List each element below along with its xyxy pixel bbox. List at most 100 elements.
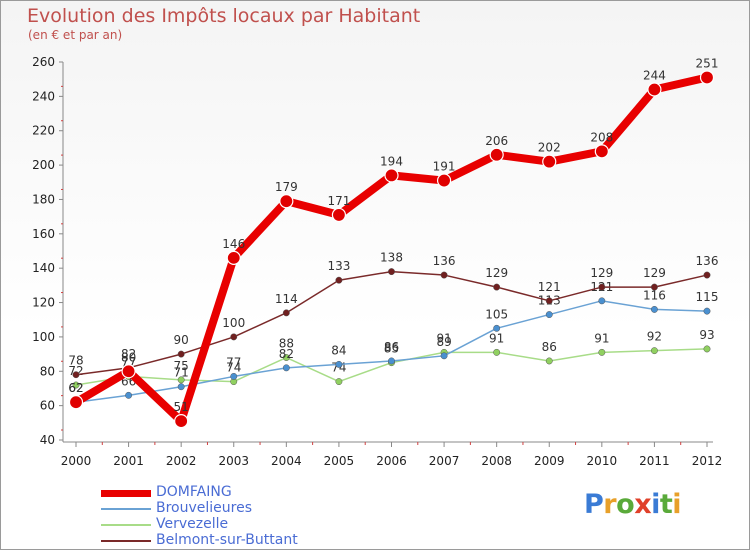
data-point [388,268,395,276]
data-label: 121 [538,280,561,294]
x-tick-label: 2002 [166,454,197,468]
data-label: 86 [384,340,399,354]
data-point [545,311,553,319]
legend-label: Vervezelle [156,516,229,532]
x-tick-label: 2009 [534,454,565,468]
data-point [542,154,557,169]
data-label: 129 [643,266,666,280]
data-label: 91 [489,331,504,345]
data-point [282,309,290,317]
y-tick-label: 120 [32,296,55,310]
data-point [177,376,185,384]
data-point [335,378,343,386]
x-tick-label: 2001 [113,454,144,468]
data-point [493,283,501,291]
logo-letter: t [659,489,673,520]
data-point [125,391,133,399]
data-point [489,147,504,162]
y-tick-label: 180 [32,192,55,206]
x-tick-label: 2008 [481,454,512,468]
data-point [335,360,343,368]
data-point [594,144,609,159]
data-point [598,348,606,356]
data-point [703,345,711,353]
x-tick-label: 2012 [692,454,723,468]
x-tick-label: 2000 [61,454,92,468]
data-label: 136 [696,254,719,268]
data-label: 202 [538,141,561,155]
x-tick-label: 2005 [324,454,355,468]
series-line [72,73,711,426]
data-point [493,348,501,356]
chart-title: Evolution des Impôts locaux par Habitant [27,5,421,27]
legend-label: Brouvelieures [156,500,253,516]
data-label: 91 [436,331,451,345]
y-tick-label: 40 [40,433,55,447]
data-label: 92 [647,330,662,344]
x-tick-label: 2004 [271,454,302,468]
data-point [703,271,711,279]
data-point [699,70,715,85]
data-point [545,357,553,365]
logo-letter: x [634,489,652,520]
chart-axes: 40 60 80 100 120 140 160 180 200 220 240 260 2000 200… [32,55,722,468]
y-tick-label: 160 [32,227,55,241]
data-label: 93 [699,328,714,342]
legend-swatch [101,524,151,526]
data-point [335,276,343,284]
series-brouvelieures: 6266717782848689105113121116115 [68,280,718,406]
data-point [177,383,185,391]
data-point [72,371,80,379]
data-point [230,372,238,380]
data-point [647,82,662,97]
legend-label: Belmont-sur-Buttant [156,532,298,548]
data-label: 171 [327,194,350,208]
series-belmont-sur-buttant: 78 82 90 100 114 133 138 136 129 121 129 129 136 [68,251,719,379]
data-label: 62 [68,381,83,395]
data-label: 116 [643,288,666,302]
data-label: 129 [485,266,508,280]
logo-letter: i [672,489,682,520]
x-tick-label: 2006 [376,454,407,468]
y-tick-label: 240 [32,89,55,103]
data-point [230,333,238,341]
data-point [650,305,658,313]
data-label: 88 [279,337,294,351]
data-point [226,250,241,265]
data-point [331,207,347,223]
data-label: 100 [222,316,245,330]
logo-letter: P [584,489,604,520]
y-tick-label: 220 [32,124,55,138]
data-label: 71 [174,366,189,380]
y-tick-label: 60 [40,399,55,413]
data-label: 82 [279,347,294,361]
series-layer: 7277757488748591918691929362667177828486… [68,56,719,429]
data-label: 75 [174,359,189,373]
data-label: 51 [174,400,189,414]
data-label: 74 [226,361,241,375]
data-label: 114 [275,292,298,306]
x-tick-label: 2003 [218,454,249,468]
data-label: 78 [68,354,83,368]
logo-letter: i [651,489,660,520]
data-label: 89 [436,335,451,349]
data-label: 86 [542,340,557,354]
data-label: 206 [485,134,508,148]
data-label: 129 [590,266,613,280]
data-label: 138 [380,251,403,265]
y-tick-label: 100 [32,330,55,344]
logo-letter: r [603,489,617,520]
data-point [598,297,606,305]
data-label: 90 [174,333,189,347]
data-label: 179 [275,180,298,194]
data-point [493,324,501,332]
y-tick-label: 140 [32,261,55,275]
data-label: 105 [485,307,508,321]
logo-letter: o [616,489,635,520]
data-label: 62 [68,381,83,395]
data-label: 244 [643,68,666,82]
x-tick-label: 2010 [587,454,618,468]
data-label: 77 [226,355,241,369]
data-point [440,352,448,360]
data-point [440,271,448,279]
